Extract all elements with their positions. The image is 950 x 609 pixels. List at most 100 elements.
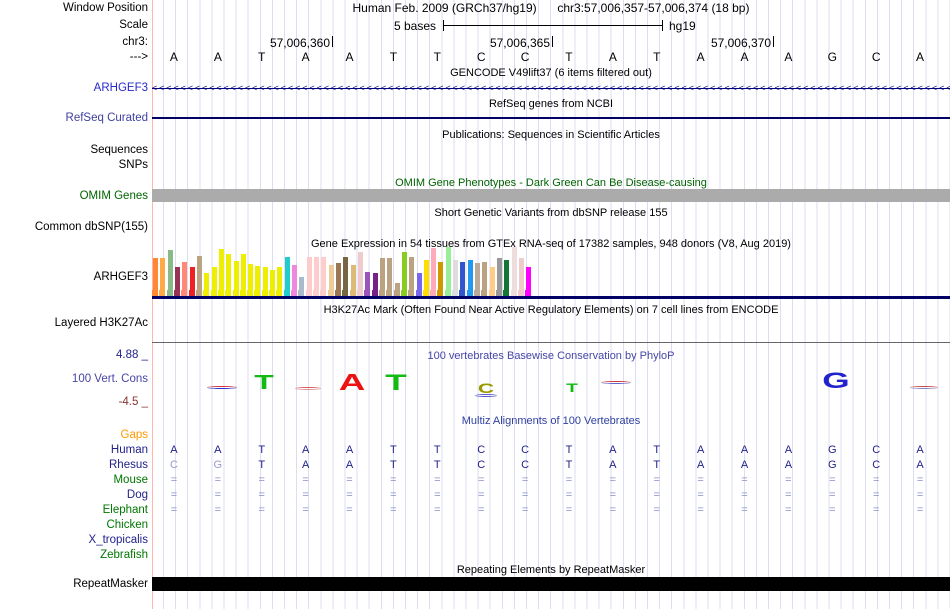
gtex-track-title[interactable]: Gene Expression in 54 tissues from GTEx … bbox=[311, 238, 791, 250]
gtex-bar[interactable] bbox=[196, 256, 202, 290]
publications-track-title[interactable]: Publications: Sequences in Scientific Ar… bbox=[442, 129, 660, 141]
gtex-comb-cell[interactable] bbox=[415, 290, 422, 296]
gtex-comb-cell[interactable] bbox=[217, 290, 224, 296]
gtex-bar[interactable] bbox=[153, 258, 158, 290]
gtex-comb-cell[interactable] bbox=[400, 290, 407, 296]
gtex-bar[interactable] bbox=[204, 273, 210, 290]
gtex-comb-cell[interactable] bbox=[166, 290, 173, 296]
gtex-comb-cell[interactable] bbox=[481, 290, 488, 296]
gtex-bar[interactable] bbox=[277, 267, 283, 290]
gtex-comb-cell[interactable] bbox=[269, 290, 276, 296]
gtex-bar[interactable] bbox=[321, 257, 327, 290]
gtex-comb-cell[interactable] bbox=[342, 290, 349, 296]
gtex-bar[interactable] bbox=[174, 267, 180, 290]
gtex-comb-cell[interactable] bbox=[393, 290, 400, 296]
gtex-comb-cell[interactable] bbox=[364, 290, 371, 296]
gtex-comb-cell[interactable] bbox=[152, 290, 158, 296]
gtex-comb-cell[interactable] bbox=[254, 290, 261, 296]
gtex-bar[interactable] bbox=[167, 250, 173, 290]
track-label-snps[interactable]: SNPs bbox=[118, 159, 148, 171]
gtex-bar[interactable] bbox=[467, 260, 473, 290]
gtex-comb-cell[interactable] bbox=[459, 290, 466, 296]
gtex-comb-cell[interactable] bbox=[371, 290, 378, 296]
track-label-refseq-curated[interactable]: RefSeq Curated bbox=[65, 112, 148, 124]
gtex-comb-cell[interactable] bbox=[305, 290, 312, 296]
gtex-comb-cell[interactable] bbox=[210, 290, 217, 296]
refseq-gene-line[interactable] bbox=[152, 117, 950, 119]
gtex-bar[interactable] bbox=[387, 258, 393, 290]
strand-direction-label[interactable]: ---> bbox=[129, 51, 148, 63]
gene-label-arhgef3-gtex[interactable]: ARHGEF3 bbox=[93, 271, 148, 283]
track-label-omim-genes[interactable]: OMIM Genes bbox=[79, 190, 148, 202]
gtex-comb-cell[interactable] bbox=[313, 290, 320, 296]
gtex-comb-cell[interactable] bbox=[327, 290, 334, 296]
gtex-comb-cell[interactable] bbox=[452, 290, 459, 296]
gtex-comb-cell[interactable] bbox=[474, 290, 481, 296]
gtex-bar[interactable] bbox=[314, 257, 320, 290]
gtex-comb-cell[interactable] bbox=[195, 290, 202, 296]
gtex-comb-cell[interactable] bbox=[386, 290, 393, 296]
gtex-bar[interactable] bbox=[189, 267, 195, 290]
gtex-comb-cell[interactable] bbox=[239, 290, 246, 296]
gtex-bar[interactable] bbox=[519, 258, 524, 290]
gtex-comb-cell[interactable] bbox=[232, 290, 239, 296]
gtex-tissue-comb[interactable] bbox=[152, 290, 950, 296]
gtex-bar[interactable] bbox=[270, 270, 276, 290]
gtex-comb-cell[interactable] bbox=[488, 290, 495, 296]
gtex-comb-cell[interactable] bbox=[408, 290, 415, 296]
gtex-comb-cell[interactable] bbox=[188, 290, 195, 296]
gtex-bar[interactable] bbox=[445, 247, 451, 290]
gtex-expression-bars[interactable] bbox=[152, 247, 950, 290]
multiz-species-label[interactable]: Human bbox=[110, 443, 148, 456]
gtex-comb-cell[interactable] bbox=[430, 290, 437, 296]
multiz-species-label[interactable]: X_tropicalis bbox=[88, 533, 148, 546]
gtex-bar[interactable] bbox=[438, 262, 444, 290]
track-label-repeatmasker[interactable]: RepeatMasker bbox=[73, 578, 148, 590]
dbsnp-track-title[interactable]: Short Genetic Variants from dbSNP releas… bbox=[434, 207, 668, 219]
gtex-comb-cell[interactable] bbox=[496, 290, 503, 296]
gtex-bar[interactable] bbox=[453, 260, 459, 290]
gtex-comb-cell[interactable] bbox=[181, 290, 188, 296]
gtex-comb-cell[interactable] bbox=[298, 290, 305, 296]
gtex-comb-cell[interactable] bbox=[225, 290, 232, 296]
multiz-species-label[interactable]: Zebrafish bbox=[100, 548, 148, 561]
gtex-comb-cell[interactable] bbox=[203, 290, 210, 296]
gtex-bar[interactable] bbox=[475, 263, 481, 290]
gtex-comb-cell[interactable] bbox=[247, 290, 254, 296]
gtex-comb-cell[interactable] bbox=[503, 290, 510, 296]
multiz-species-label[interactable]: Dog bbox=[126, 488, 148, 501]
gtex-bar[interactable] bbox=[182, 262, 188, 290]
refseq-track-title[interactable]: RefSeq genes from NCBI bbox=[488, 98, 614, 110]
gtex-bar[interactable] bbox=[292, 265, 298, 290]
h3k27ac-track-title[interactable]: H3K27Ac Mark (Often Found Near Active Re… bbox=[323, 304, 779, 316]
gtex-bar[interactable] bbox=[423, 260, 429, 290]
gtex-bar[interactable] bbox=[379, 258, 385, 290]
gtex-bar[interactable] bbox=[306, 257, 312, 290]
gene-label-arhgef3-gencode[interactable]: ARHGEF3 bbox=[93, 82, 148, 94]
multiz-species-label[interactable]: Chicken bbox=[106, 518, 148, 531]
repeatmasker-track-title[interactable]: Repeating Elements by RepeatMasker bbox=[456, 564, 646, 576]
gtex-bar[interactable] bbox=[460, 262, 466, 290]
track-label-common-dbsnp[interactable]: Common dbSNP(155) bbox=[34, 221, 148, 233]
gencode-intron-arrows[interactable]: <<<<<<<<<<<<<<<<<<<<<<<<<<<<<<<<<<<<<<<<… bbox=[152, 83, 950, 95]
gtex-bar[interactable] bbox=[218, 249, 224, 290]
gtex-bar[interactable] bbox=[394, 283, 400, 290]
gtex-bar[interactable] bbox=[262, 267, 268, 290]
repeatmasker-element-bar[interactable] bbox=[152, 577, 950, 591]
gtex-bar[interactable] bbox=[372, 273, 378, 290]
gtex-bar[interactable] bbox=[511, 247, 517, 290]
gtex-bar[interactable] bbox=[255, 266, 261, 290]
gtex-bar[interactable] bbox=[409, 257, 415, 290]
gtex-comb-cell[interactable] bbox=[320, 290, 327, 296]
gtex-bar[interactable] bbox=[526, 267, 532, 290]
gtex-comb-cell[interactable] bbox=[518, 290, 524, 296]
gtex-comb-cell[interactable] bbox=[349, 290, 356, 296]
gtex-comb-cell[interactable] bbox=[510, 290, 517, 296]
gtex-comb-cell[interactable] bbox=[356, 290, 363, 296]
gtex-bar[interactable] bbox=[416, 273, 422, 290]
gtex-bar[interactable] bbox=[328, 265, 334, 290]
gtex-bar[interactable] bbox=[401, 252, 407, 290]
gtex-comb-cell[interactable] bbox=[378, 290, 385, 296]
omim-track-title[interactable]: OMIM Gene Phenotypes - Dark Green Can Be… bbox=[395, 177, 707, 189]
gtex-bar[interactable] bbox=[489, 267, 495, 290]
